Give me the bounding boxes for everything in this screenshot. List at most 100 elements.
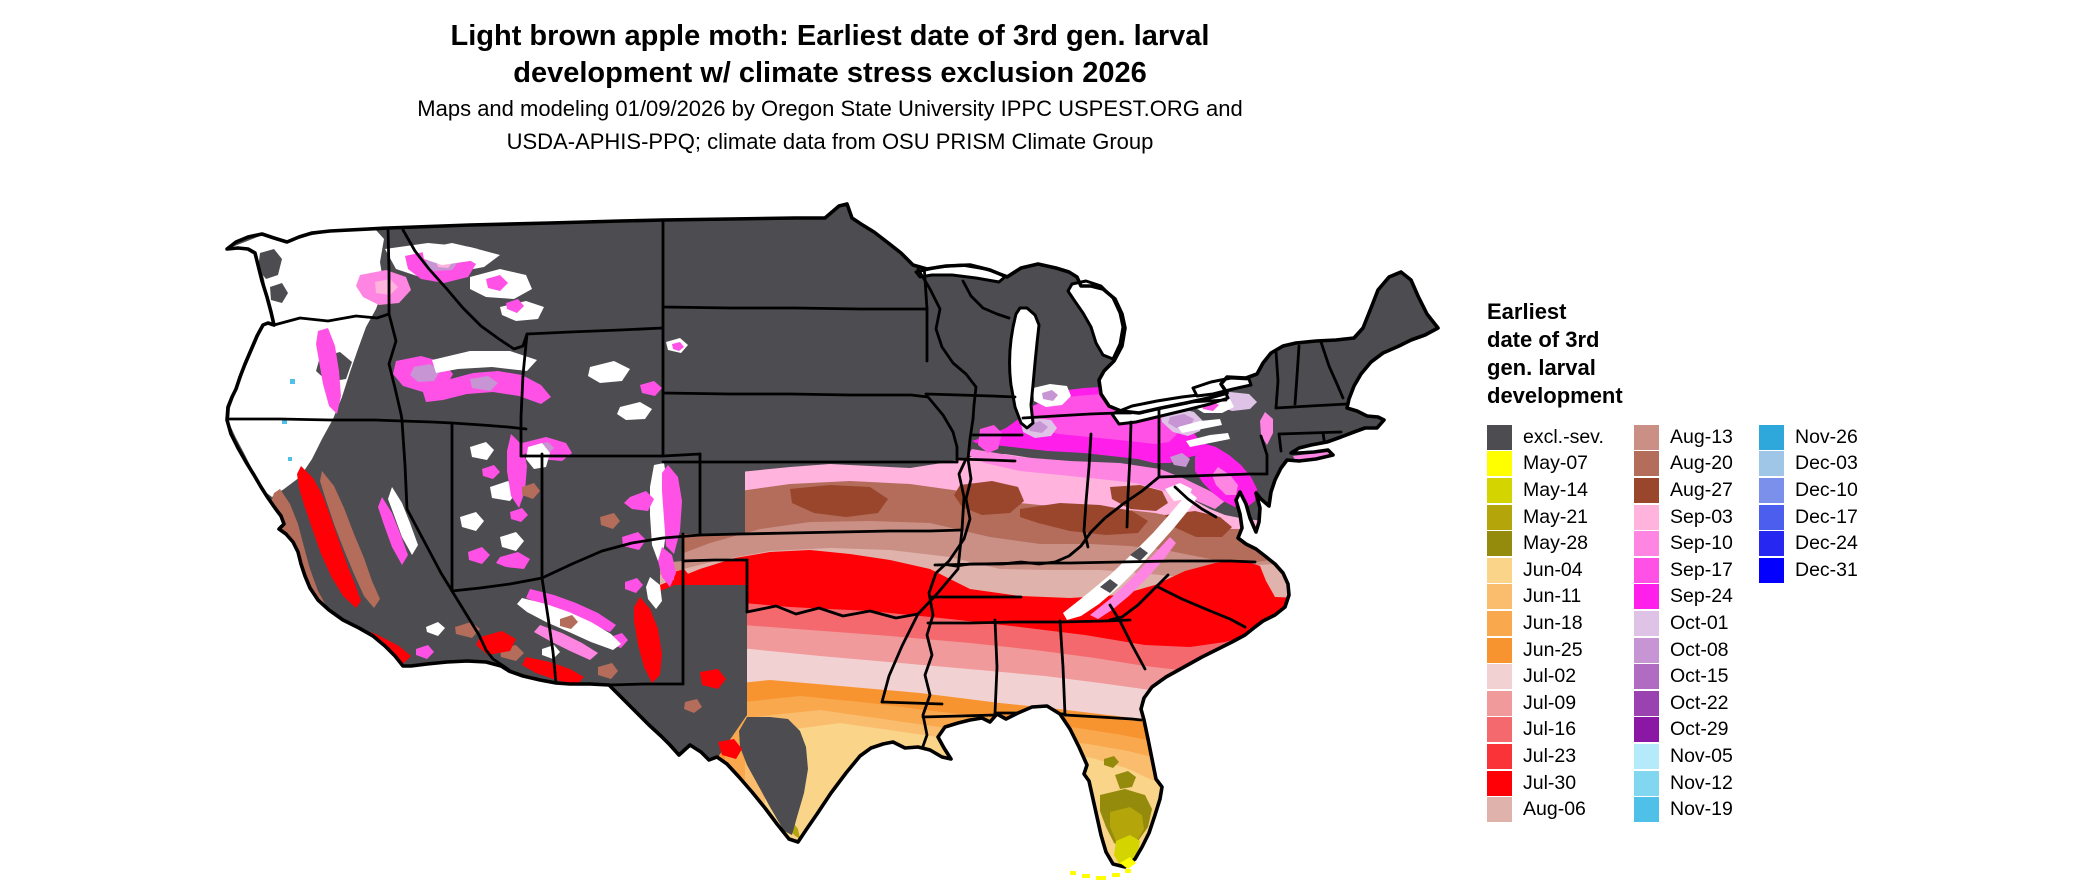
legend-label: Nov-12	[1670, 771, 1733, 794]
legend-label: Dec-03	[1795, 452, 1858, 475]
legend-swatch	[1634, 451, 1659, 477]
legend-row: May-14	[1487, 477, 1604, 504]
legend-swatch	[1759, 557, 1784, 583]
western-patches	[227, 229, 689, 699]
legend-label: Oct-01	[1670, 611, 1729, 634]
legend-swatch	[1487, 424, 1512, 450]
legend-swatch	[1634, 504, 1659, 530]
legend-row: Jul-23	[1487, 743, 1604, 770]
legend-row: Aug-13	[1634, 424, 1733, 451]
legend-label: Oct-08	[1670, 638, 1729, 661]
legend-label: Dec-10	[1795, 478, 1858, 501]
legend-swatch	[1634, 557, 1659, 583]
legend-label: Jul-02	[1523, 665, 1577, 688]
legend-swatch	[1487, 504, 1512, 530]
legend-row: Oct-15	[1634, 663, 1733, 690]
legend-swatch	[1487, 477, 1512, 503]
legend-row: Nov-26	[1759, 424, 1858, 451]
legend-swatch	[1634, 637, 1659, 663]
legend-label: Sep-17	[1670, 558, 1733, 581]
legend-swatch	[1634, 690, 1659, 716]
legend-swatch	[1634, 584, 1659, 610]
legend-label: Jun-11	[1523, 585, 1582, 608]
legend-row: Sep-03	[1634, 504, 1733, 531]
legend-row: Jul-09	[1487, 690, 1604, 717]
map-title: Light brown apple moth: Earliest date of…	[0, 18, 1660, 92]
map-subtitle: Maps and modeling 01/09/2026 by Oregon S…	[0, 92, 1660, 158]
legend-label: Jul-16	[1523, 718, 1577, 741]
legend-title-line: gen. larval	[1487, 355, 1596, 380]
title-line-2: development w/ climate stress exclusion …	[513, 57, 1147, 89]
legend-column-3: Nov-26 Dec-03 Dec-10 Dec-17 Dec-24 Dec-31	[1759, 424, 1858, 584]
legend-title-line: development	[1487, 383, 1623, 408]
legend-title: Earliest date of 3rd gen. larval develop…	[1487, 298, 2047, 410]
legend-swatch	[1759, 451, 1784, 477]
legend-label: Jul-23	[1523, 744, 1577, 767]
legend-row: Aug-06	[1487, 796, 1604, 823]
legend-row: Dec-17	[1759, 504, 1858, 531]
legend-label: Sep-10	[1670, 532, 1733, 555]
legend-label: Dec-17	[1795, 505, 1858, 528]
legend-label: Jun-04	[1523, 558, 1583, 581]
legend-label: Jul-30	[1523, 771, 1577, 794]
legend-row: Aug-20	[1634, 451, 1733, 478]
legend-row: Nov-05	[1634, 743, 1733, 770]
legend-label: Sep-03	[1670, 505, 1733, 528]
legend-row: Oct-08	[1634, 637, 1733, 664]
legend-label: Nov-19	[1670, 798, 1733, 821]
legend-label: Nov-26	[1795, 425, 1858, 448]
legend-label: excl.-sev.	[1523, 425, 1604, 448]
legend-swatch	[1634, 797, 1659, 823]
title-line-1: Light brown apple moth: Earliest date of…	[450, 20, 1210, 52]
legend-swatch	[1634, 664, 1659, 690]
legend-swatch	[1487, 610, 1512, 636]
legend-label: May-07	[1523, 452, 1589, 475]
legend-swatch	[1487, 717, 1512, 743]
legend-row: Sep-10	[1634, 530, 1733, 557]
legend-label: May-14	[1523, 478, 1589, 501]
legend-swatch	[1487, 664, 1512, 690]
legend-row: May-21	[1487, 504, 1604, 531]
legend-row: Dec-24	[1759, 530, 1858, 557]
legend-row: Nov-19	[1634, 796, 1733, 823]
subtitle-line-2: USDA-APHIS-PPQ; climate data from OSU PR…	[506, 129, 1154, 154]
legend-row: Jun-11	[1487, 584, 1604, 611]
legend-row: Jul-16	[1487, 717, 1604, 744]
legend-row: Oct-29	[1634, 717, 1733, 744]
legend-row: Jun-04	[1487, 557, 1604, 584]
legend-swatch	[1759, 477, 1784, 503]
legend-label: Dec-24	[1795, 532, 1858, 555]
legend-row: Jul-02	[1487, 663, 1604, 690]
legend-label: Jun-18	[1523, 611, 1583, 634]
us-map-svg	[225, 202, 1440, 880]
legend-label: Jun-25	[1523, 638, 1583, 661]
legend-swatch	[1487, 770, 1512, 796]
legend-label: Jul-09	[1523, 691, 1577, 714]
legend-label: Aug-20	[1670, 452, 1733, 475]
legend-swatch	[1759, 504, 1784, 530]
legend-swatch	[1634, 531, 1659, 557]
legend-row: Jun-18	[1487, 610, 1604, 637]
legend-row: Nov-12	[1634, 770, 1733, 797]
legend-swatch	[1487, 531, 1512, 557]
legend-label: Oct-29	[1670, 718, 1729, 741]
legend-row: May-07	[1487, 451, 1604, 478]
legend-swatch	[1634, 743, 1659, 769]
legend-row: Sep-24	[1634, 584, 1733, 611]
legend-column-2: Aug-13 Aug-20 Aug-27 Sep-03 Sep-10 Sep-17 Sep-…	[1634, 424, 1733, 823]
legend-swatch	[1634, 717, 1659, 743]
subtitle-line-1: Maps and modeling 01/09/2026 by Oregon S…	[417, 96, 1243, 121]
legend-row: excl.-sev.	[1487, 424, 1604, 451]
legend-label: Dec-31	[1795, 558, 1858, 581]
legend-label: May-21	[1523, 505, 1589, 528]
legend-swatch	[1487, 451, 1512, 477]
legend-swatch	[1759, 424, 1784, 450]
legend-label: Oct-15	[1670, 665, 1729, 688]
legend-swatch	[1487, 584, 1512, 610]
legend-row: Dec-03	[1759, 451, 1858, 478]
legend-title-line: date of 3rd	[1487, 327, 1600, 352]
legend-swatch	[1634, 424, 1659, 450]
legend-row: May-28	[1487, 530, 1604, 557]
legend-row: Oct-01	[1634, 610, 1733, 637]
